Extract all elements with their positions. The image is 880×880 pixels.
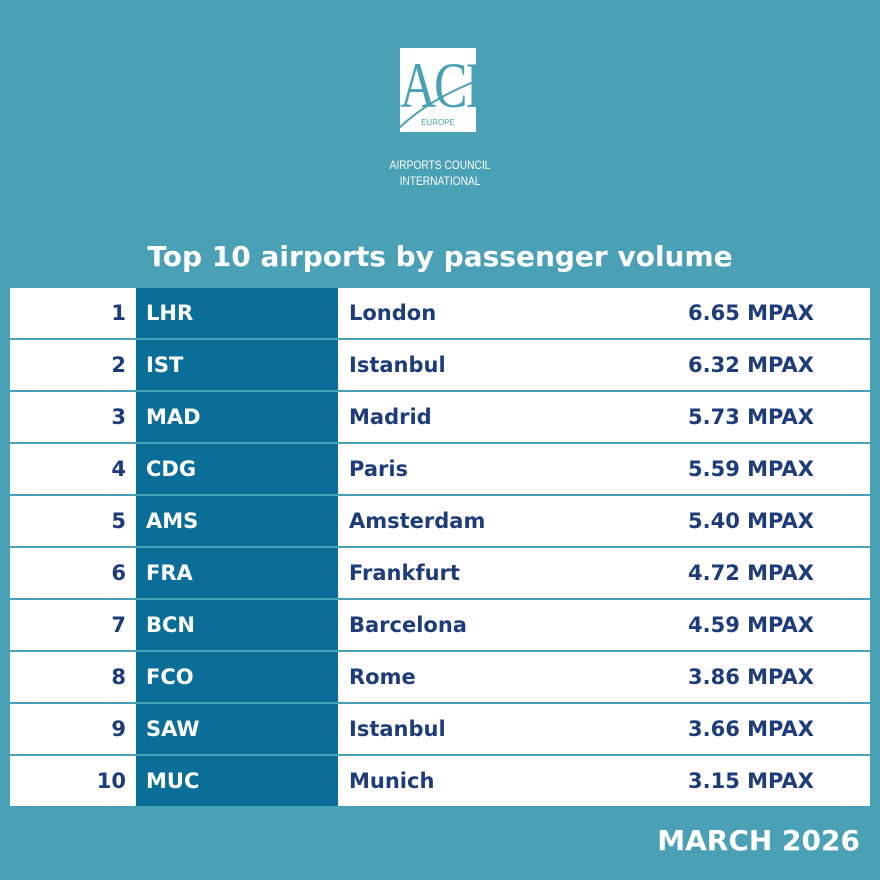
rank: 2 bbox=[111, 353, 126, 377]
logo-swoosh bbox=[387, 77, 482, 138]
table-row: 10 MUC Munich 3.15 MPAX bbox=[10, 756, 870, 806]
airport-code: BCN bbox=[136, 600, 338, 650]
table: 1 LHR London 6.65 MPAX 2 IST Istanbul 6.32 MPAX… bbox=[10, 288, 870, 808]
city: Frankfurt bbox=[349, 561, 460, 585]
rank: 1 bbox=[111, 301, 126, 325]
logo-text: INTERNATIONAL bbox=[399, 174, 481, 188]
footer-date: MARCH 2026 bbox=[657, 824, 860, 857]
title: Top 10 airports by passenger volume bbox=[147, 240, 733, 273]
logo: ACI EUROPE bbox=[387, 48, 482, 138]
airport-code: IST bbox=[136, 340, 338, 390]
passenger-volume: 4.72 MPAX bbox=[688, 561, 814, 585]
airport-code: AMS bbox=[136, 496, 338, 546]
airport-code: MUC bbox=[136, 756, 338, 806]
passenger-volume: 3.86 MPAX bbox=[688, 665, 814, 689]
rank: 3 bbox=[111, 405, 126, 429]
airport-code: FCO bbox=[136, 652, 338, 702]
passenger-volume: 6.32 MPAX bbox=[688, 353, 814, 377]
passenger-volume: 5.40 MPAX bbox=[688, 509, 814, 533]
airport-code: LHR bbox=[136, 288, 338, 338]
city: Barcelona bbox=[349, 613, 467, 637]
rank: 4 bbox=[111, 457, 126, 481]
city: Rome bbox=[349, 665, 416, 689]
rank: 10 bbox=[96, 769, 126, 793]
passenger-volume: 5.59 MPAX bbox=[688, 457, 814, 481]
rank: 5 bbox=[111, 509, 126, 533]
table-row: 7 BCN Barcelona 4.59 MPAX bbox=[10, 600, 870, 650]
city: Amsterdam bbox=[349, 509, 486, 533]
city: Madrid bbox=[349, 405, 432, 429]
table-row: 8 FCO Rome 3.86 MPAX bbox=[10, 652, 870, 702]
table-row: 4 CDG Paris 5.59 MPAX bbox=[10, 444, 870, 494]
rank: 9 bbox=[111, 717, 126, 741]
logo-region: EUROPE bbox=[421, 118, 455, 127]
table-row: 5 AMS Amsterdam 5.40 MPAX bbox=[10, 496, 870, 546]
table-row: 6 FRA Frankfurt 4.72 MPAX bbox=[10, 548, 870, 598]
rank: 7 bbox=[111, 613, 126, 637]
table-row: 3 MAD Madrid 5.73 MPAX bbox=[10, 392, 870, 442]
airport-code: CDG bbox=[136, 444, 338, 494]
airport-code: MAD bbox=[136, 392, 338, 442]
passenger-volume: 3.15 MPAX bbox=[688, 769, 814, 793]
city: London bbox=[349, 301, 437, 325]
rank: 6 bbox=[111, 561, 126, 585]
logo-mark: ACI bbox=[400, 48, 482, 122]
passenger-volume: 4.59 MPAX bbox=[688, 613, 814, 637]
passenger-volume: 3.66 MPAX bbox=[688, 717, 814, 741]
logo-text: AIRPORTS COUNCIL bbox=[389, 158, 491, 172]
passenger-volume: 5.73 MPAX bbox=[688, 405, 814, 429]
passenger-volume: 6.65 MPAX bbox=[688, 301, 814, 325]
city: Paris bbox=[349, 457, 409, 481]
table-row: 1 LHR London 6.65 MPAX bbox=[10, 288, 870, 338]
city: Istanbul bbox=[349, 717, 446, 741]
table-row: 2 IST Istanbul 6.32 MPAX bbox=[10, 340, 870, 390]
table-row: 9 SAW Istanbul 3.66 MPAX bbox=[10, 704, 870, 754]
city: Munich bbox=[349, 769, 435, 793]
airport-code: SAW bbox=[136, 704, 338, 754]
airport-code: FRA bbox=[136, 548, 338, 598]
city: Istanbul bbox=[349, 353, 446, 377]
rank: 8 bbox=[111, 665, 126, 689]
